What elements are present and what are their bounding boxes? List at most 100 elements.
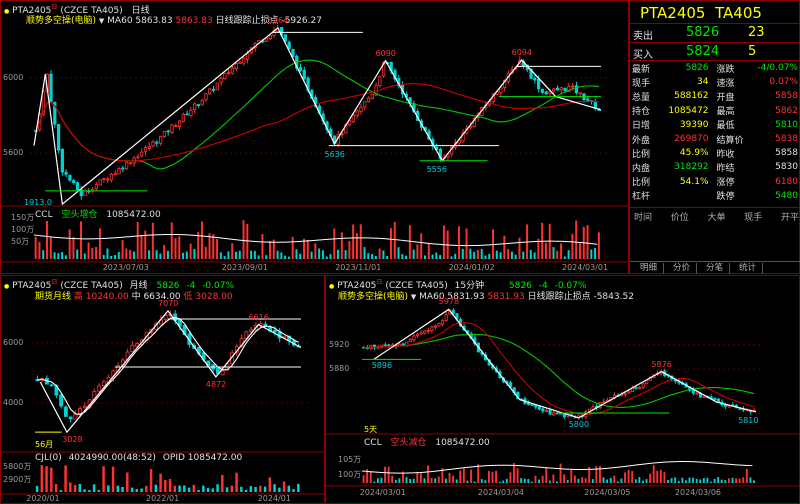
volume-bar <box>513 463 515 483</box>
volume-bar <box>559 463 562 483</box>
volume-bar <box>174 238 177 259</box>
tab-分价[interactable]: 分价 <box>667 263 698 274</box>
period-label[interactable]: 15分钟 <box>454 281 485 291</box>
quote-panel: PTA2405 TA405 卖出 5826 23 买入 5824 5 最新 582… <box>629 0 800 274</box>
volume-bar <box>287 485 291 492</box>
ask-price[interactable]: 5826 <box>686 25 720 40</box>
candle <box>200 99 204 106</box>
volume-bar <box>391 475 394 483</box>
volume-bar <box>495 250 498 259</box>
volume-bar <box>291 236 294 259</box>
volume-bar <box>246 223 249 259</box>
dropdown-icon[interactable]: ▼ <box>410 293 417 301</box>
quote-cell: 开盘 <box>716 92 735 103</box>
monthly-indicator: 期货月线 高 10240.00 中 6634.00 低 3028.00 <box>35 292 233 302</box>
candle <box>41 91 46 116</box>
volume-bar <box>265 255 268 259</box>
volume-bar <box>325 256 328 259</box>
volume-bar <box>355 233 358 259</box>
volume-bar <box>211 488 215 492</box>
candle <box>351 114 356 123</box>
volume-bar <box>382 250 385 259</box>
volume-bar <box>620 478 623 483</box>
period-label[interactable]: 月线 <box>129 281 148 291</box>
volume-bar <box>129 250 132 259</box>
volume-bar <box>106 248 109 259</box>
volume-bar <box>480 249 483 259</box>
volume-bar <box>745 468 748 483</box>
volume-bar <box>193 248 196 259</box>
volume-bar <box>738 478 741 483</box>
candle <box>444 314 448 322</box>
volume-bar <box>111 466 115 492</box>
candle <box>49 73 53 103</box>
volume-bar <box>699 479 702 483</box>
quote-cell <box>661 189 708 203</box>
volume-bar <box>452 475 455 483</box>
volume-bar <box>125 248 128 259</box>
volume-bar <box>88 490 91 492</box>
candle <box>472 118 476 128</box>
candle <box>355 110 359 116</box>
dropdown-icon[interactable]: ▼ <box>98 17 105 25</box>
volume-bar <box>69 482 72 492</box>
volume-bar <box>393 221 396 259</box>
volume-bar <box>742 477 745 483</box>
candle <box>499 87 503 93</box>
candle <box>555 412 559 415</box>
candle <box>185 113 189 116</box>
volume-bar <box>155 250 158 259</box>
candle <box>548 409 552 415</box>
candle <box>106 178 110 181</box>
daily-chart-panel[interactable]: ● PTA2405日 (CZCE TA405) 日线 顺势多空操(电脑) ▼ M… <box>0 0 630 274</box>
volume-bar <box>450 256 453 259</box>
candle <box>562 413 566 418</box>
volume-bar <box>556 481 558 483</box>
indicator-name[interactable]: 顺势多空操(电脑) <box>26 16 97 26</box>
candle <box>287 41 291 50</box>
volume-bar <box>197 489 200 492</box>
candle <box>348 120 352 126</box>
volume-bar <box>477 464 480 483</box>
volume-bar <box>50 467 53 492</box>
period-label[interactable]: 日线 <box>131 6 150 16</box>
volume-bar <box>594 248 597 259</box>
volume-bar <box>154 484 158 492</box>
tab-统计[interactable]: 统计 <box>733 263 764 274</box>
ccl-header: CCL 空头增仓 1085472.00 <box>35 210 161 220</box>
bid-price[interactable]: 5824 <box>686 44 720 59</box>
candle <box>130 344 135 352</box>
volume-bar <box>257 255 260 259</box>
volume-bar <box>59 490 63 492</box>
volume-bar <box>573 475 576 483</box>
candle <box>159 135 163 144</box>
volume-bar <box>121 240 124 259</box>
candle <box>552 412 556 416</box>
tab-分笔[interactable]: 分笔 <box>700 263 731 274</box>
volume-bar <box>507 249 510 259</box>
trend-zigzag <box>39 309 302 434</box>
candle <box>412 335 416 341</box>
volume-bar <box>412 249 415 259</box>
candle <box>215 82 219 91</box>
volume-bar <box>384 466 386 483</box>
volume-bar <box>609 478 612 483</box>
candle <box>72 180 76 183</box>
candle <box>59 394 64 407</box>
volume-bar <box>599 465 601 483</box>
volume-bar <box>159 473 162 492</box>
intraday-chart-panel[interactable]: ● PTA2405日 (CZCE TA405) 15分钟 5826 -4 -0.… <box>325 275 800 504</box>
volume-bar <box>178 485 181 492</box>
volume-bar <box>602 477 605 483</box>
candle <box>695 392 699 395</box>
volume-bar <box>192 484 196 492</box>
volume-bar <box>337 249 340 259</box>
volume-bar <box>590 249 593 259</box>
volume-bar <box>571 233 574 259</box>
monthly-chart-panel[interactable]: ● PTA2405日 (CZCE TA405) 月线 5826 -4 -0.07… <box>0 275 326 504</box>
volume-bar <box>397 247 400 259</box>
volume-bar <box>567 250 570 259</box>
volume-bar <box>140 488 143 492</box>
ask-volume: 23 <box>748 25 765 40</box>
tab-明细[interactable]: 明细 <box>634 263 665 274</box>
